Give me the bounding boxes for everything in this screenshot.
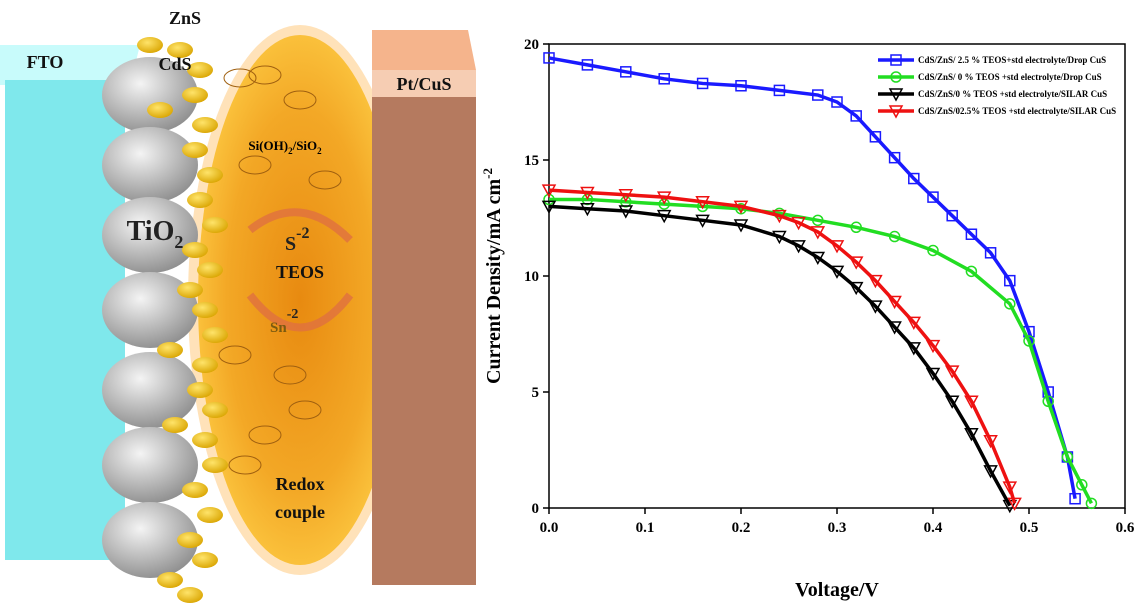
legend-label: CdS/ZnS/0 % TEOS +std electrolyte/SILAR … — [918, 89, 1107, 99]
chart: Voltage/V Current Density/mA cm-2 0.0 0.1… — [480, 37, 1135, 601]
text: TiO — [127, 216, 175, 247]
x-tick-label: 0.0 — [540, 520, 559, 536]
couple-label: couple — [275, 502, 325, 522]
superscript: -2 — [296, 225, 309, 242]
fto-label: FTO — [27, 52, 64, 72]
subscript: 2 — [174, 232, 183, 252]
legend-label: CdS/ZnS/02.5% TEOS +std electrolyte/SILA… — [918, 106, 1116, 116]
superscript: -2 — [480, 168, 495, 179]
superscript: -2 — [287, 307, 299, 322]
figure: FTO ZnS CdS Pt/CuS Si(OH)2/SiO2 TiO2 S-2… — [0, 0, 1143, 606]
y-tick-label: 10 — [524, 269, 539, 285]
y-tick-label: 20 — [524, 37, 539, 53]
y-tick-label: 0 — [532, 501, 540, 517]
redox-label: Redox — [276, 474, 325, 494]
teos-label: TEOS — [276, 262, 324, 282]
subscript: 2 — [317, 146, 322, 156]
zns-label: ZnS — [169, 8, 201, 28]
y-axis-title: Current Density/mA cm-2 — [480, 168, 505, 384]
legend-label: CdS/ZnS/ 0 % TEOS +std electrolyte/Drop … — [918, 72, 1102, 82]
text: Sn — [270, 320, 287, 336]
legend-label: CdS/ZnS/ 2.5 % TEOS+std electrolyte/Drop… — [918, 55, 1106, 65]
schematic: FTO ZnS CdS Pt/CuS Si(OH)2/SiO2 TiO2 S-2… — [0, 8, 476, 603]
x-tick-label: 0.6 — [1116, 520, 1135, 536]
series-line — [549, 58, 1075, 499]
cds-label: CdS — [158, 54, 191, 74]
y-tick-label: 5 — [532, 385, 540, 401]
text: S — [285, 233, 296, 255]
x-tick-label: 0.4 — [924, 520, 943, 536]
series-line — [549, 199, 1091, 503]
x-tick-label: 0.2 — [732, 520, 751, 536]
pt-layer — [372, 97, 476, 585]
y-tick-label: 15 — [524, 153, 539, 169]
text: Si(OH) — [248, 138, 288, 153]
text: /SiO — [292, 138, 318, 153]
pt-top — [372, 30, 476, 70]
pt-label: Pt/CuS — [396, 74, 451, 94]
x-tick-label: 0.3 — [828, 520, 847, 536]
x-tick-label: 0.1 — [636, 520, 655, 536]
text: Current Density/mA cm — [483, 179, 505, 384]
x-tick-label: 0.5 — [1020, 520, 1039, 536]
x-axis-title: Voltage/V — [795, 579, 879, 601]
